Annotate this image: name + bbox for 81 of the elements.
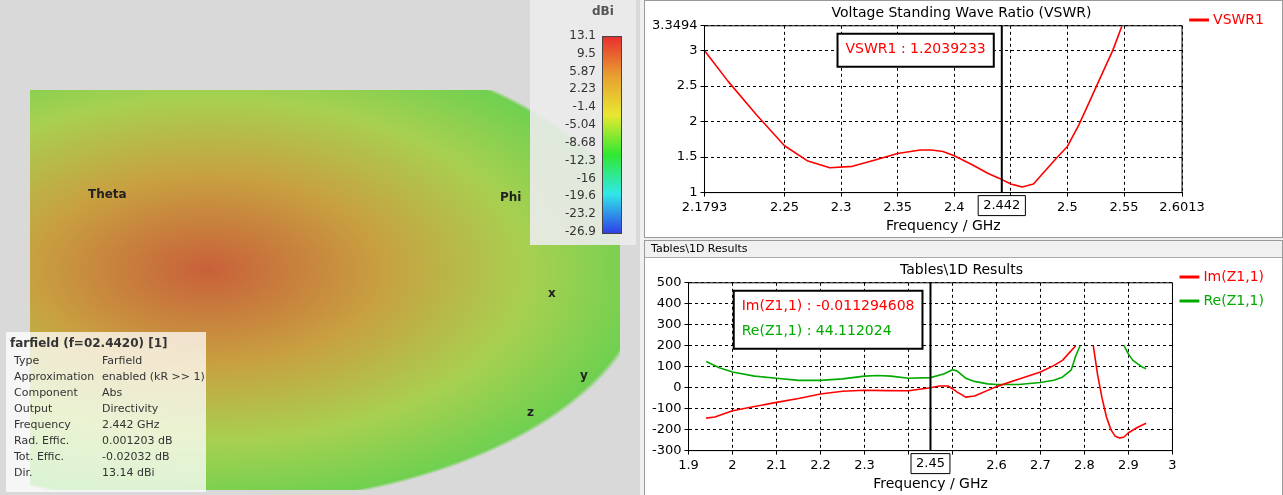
x-tick-label: 2.55 xyxy=(1109,198,1139,214)
text: Theta xyxy=(88,187,127,201)
text: 2.442 GHz xyxy=(102,417,160,433)
text: -1.4 xyxy=(572,99,596,114)
x-tick-label: 1.9 xyxy=(678,456,699,472)
y-tick-label: 200 xyxy=(656,337,682,353)
ref-line-label: 2.45 xyxy=(916,454,945,470)
text: -8.68 xyxy=(564,134,596,149)
ref-line-label: 2.442 xyxy=(983,196,1021,212)
text: 0.001203 dB xyxy=(102,433,173,449)
text: -23.2 xyxy=(564,206,596,221)
y-tick-label: 3 xyxy=(689,41,698,57)
y-tick-label: 400 xyxy=(656,295,682,311)
text: Abs xyxy=(102,385,123,401)
text: Phi xyxy=(500,190,522,204)
x-tick-label: 2.6013 xyxy=(1159,198,1205,214)
x-tick-label: 2.3 xyxy=(854,456,875,472)
x-tick-label: 2.1 xyxy=(766,456,787,472)
text: Approximation xyxy=(14,369,96,385)
x-tick-label: 2.1793 xyxy=(681,198,728,214)
x-tick-label: 2.4 xyxy=(943,198,965,214)
x-tick-label: 2.3 xyxy=(830,198,852,214)
text: -19.6 xyxy=(564,188,596,203)
x-tick-label: 2.25 xyxy=(770,198,799,214)
x-tick-label: 2.8 xyxy=(1074,456,1095,472)
y-tick-label: 1 xyxy=(689,183,698,199)
x-axis-title: Frequency / GHz xyxy=(873,475,988,492)
annotation: Im(Z1,1) : -0.011294608 xyxy=(741,297,915,314)
y-tick-label: 300 xyxy=(656,316,682,332)
y-tick-label: 0 xyxy=(673,379,682,395)
text: 2.23 xyxy=(569,81,596,96)
legend-label: Im(Z1,1) xyxy=(1203,267,1264,284)
legend-label: Re(Z1,1) xyxy=(1203,291,1264,308)
y-tick-label: 1.5 xyxy=(676,148,698,164)
text: Component xyxy=(14,385,79,401)
x-tick-label: 2.7 xyxy=(1030,456,1051,472)
y-tick-label: 2.5 xyxy=(676,77,698,93)
text: enabled (kR >> 1) xyxy=(102,369,205,385)
text: Farfield xyxy=(102,353,143,369)
x-tick-label: 2.5 xyxy=(1057,198,1078,214)
text: -12.3 xyxy=(564,152,596,167)
text: Directivity xyxy=(102,401,159,417)
text: -16 xyxy=(576,170,596,185)
x-axis-title: Frequency / GHz xyxy=(885,217,1001,234)
y-tick-label: 3.3494 xyxy=(651,17,698,33)
chart-subtitle: Tables\1D Results xyxy=(645,241,1282,258)
text: -0.02032 dB xyxy=(102,449,170,465)
text: Tot. Effic. xyxy=(14,449,65,465)
text: 5.87 xyxy=(569,63,596,78)
text: 13.14 dBi xyxy=(102,465,155,481)
x-tick-label: 2.35 xyxy=(883,198,913,214)
text: Frequency xyxy=(14,417,72,433)
text: farfield (f=02.4420) [1] xyxy=(10,336,169,350)
y-tick-label: -300 xyxy=(651,441,682,457)
annotation: VSWR1 : 1.2039233 xyxy=(845,40,986,57)
x-tick-label: 2.2 xyxy=(810,456,831,472)
text: -5.04 xyxy=(564,117,596,132)
text: Type xyxy=(14,353,41,369)
x-tick-label: 2.9 xyxy=(1118,456,1139,472)
text: y xyxy=(580,368,588,382)
y-tick-label: -200 xyxy=(651,421,682,436)
x-tick-label: 3 xyxy=(1168,456,1177,472)
y-tick-label: 500 xyxy=(656,274,682,290)
y-tick-label: -100 xyxy=(651,400,682,416)
text: 13.1 xyxy=(569,28,596,42)
y-tick-label: 2 xyxy=(689,112,698,128)
text: Rad. Effic. xyxy=(14,433,71,449)
legend-label: VSWR1 xyxy=(1213,10,1265,27)
annotation: Re(Z1,1) : 44.112024 xyxy=(741,322,892,339)
text: 9.5 xyxy=(576,45,596,60)
text: Dir. xyxy=(14,465,34,481)
chart-title: Voltage Standing Wave Ratio (VSWR) xyxy=(831,4,1092,21)
text: -26.9 xyxy=(564,224,596,238)
color-bar-title: dBi xyxy=(592,4,614,18)
x-tick-label: 2.6 xyxy=(986,456,1007,472)
text: z xyxy=(527,405,534,419)
text: Output xyxy=(14,401,54,417)
chart-title: Tables\1D Results xyxy=(899,261,1023,278)
y-tick-label: 100 xyxy=(656,358,682,374)
x-tick-label: 2 xyxy=(728,456,737,472)
text: x xyxy=(548,286,556,300)
